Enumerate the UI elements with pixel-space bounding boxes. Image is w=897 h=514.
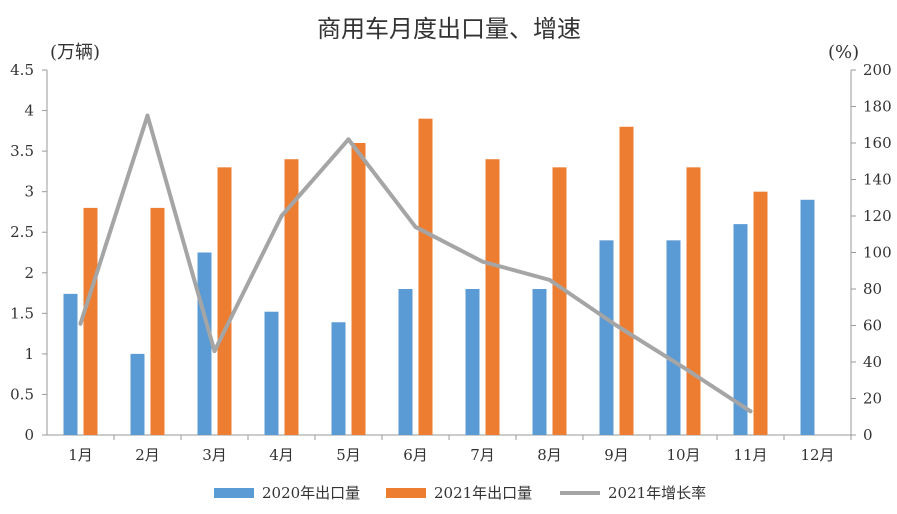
axes: [42, 69, 856, 440]
y-left-tick-label: 3.5: [10, 142, 34, 160]
y-right-tick-label: 0: [863, 426, 873, 444]
bar-series2: [284, 159, 299, 435]
bar-series2: [418, 118, 433, 436]
y-left-tick-label: 0.5: [10, 385, 34, 403]
bar-series1: [331, 322, 346, 435]
y-left-tick-label: 1.5: [10, 304, 34, 322]
legend-swatch: [386, 488, 426, 498]
growth-rate-point: [614, 323, 619, 328]
legend-swatch: [214, 488, 254, 498]
growth-rate-point: [547, 277, 552, 282]
x-tick-label: 4月: [269, 446, 294, 464]
bar-series1: [733, 224, 748, 435]
bar-series1: [197, 252, 212, 435]
bars-layer: [63, 118, 815, 436]
y-left-tick-label: 4: [24, 102, 34, 120]
growth-rate-line: [78, 113, 753, 414]
bar-series2: [485, 159, 500, 435]
bar-series1: [465, 289, 480, 435]
legend-label: 2021年出口量: [434, 484, 532, 502]
legend: 2020年出口量 2021年出口量 2021年增长率: [214, 484, 706, 502]
bar-series1: [264, 311, 279, 435]
bar-series1: [63, 293, 78, 435]
y-right-tick-label: 100: [863, 244, 892, 262]
y-left-tick-labels: 0 0.5 1 1.5 2 2.5 3 3.5 4 4.5: [10, 61, 34, 444]
growth-rate-point: [413, 224, 418, 229]
x-tick-label: 5月: [336, 446, 361, 464]
y-right-tick-label: 40: [863, 353, 882, 371]
y-left-tick-label: 3: [24, 183, 34, 201]
growth-rate-point: [346, 137, 351, 142]
bar-series2: [552, 167, 567, 436]
y-right-tick-labels: 0 20 40 60 80 100 120 140 160 180 200: [863, 61, 892, 444]
y-left-tick-label: 4.5: [10, 61, 34, 79]
y-right-tick-label: 140: [863, 171, 892, 189]
bar-series1: [599, 240, 614, 435]
y-right-tick-label: 120: [863, 207, 892, 225]
y-right-tick-label: 60: [863, 317, 882, 335]
growth-rate-point: [480, 259, 485, 264]
bar-series2: [83, 207, 98, 435]
x-tick-label: 10月: [666, 446, 700, 464]
bar-series1: [130, 353, 145, 435]
legend-label: 2021年增长率: [608, 484, 706, 502]
bar-series2: [150, 207, 165, 435]
bar-series1: [532, 289, 547, 435]
growth-rate-point: [681, 365, 686, 370]
growth-rate-point: [748, 409, 753, 414]
left-axis-unit: (万辆): [50, 42, 100, 63]
y-left-tick-label: 0: [24, 426, 34, 444]
bar-series2: [619, 126, 634, 436]
x-tick-label: 12月: [800, 446, 834, 464]
x-tick-label: 2月: [135, 446, 160, 464]
growth-rate-point: [279, 214, 284, 218]
y-left-tick-label: 2.5: [10, 223, 34, 241]
x-tick-label: 6月: [403, 446, 428, 464]
x-tick-label: 1月: [68, 446, 93, 464]
y-right-tick-label: 160: [863, 134, 892, 152]
y-right-tick-label: 20: [863, 390, 882, 408]
chart-title: 商用车月度出口量、增速: [317, 15, 581, 43]
right-axis-unit: (%): [828, 42, 859, 63]
bar-series1: [398, 289, 413, 435]
x-tick-label: 11月: [733, 446, 767, 464]
bar-series2: [753, 191, 768, 435]
bar-series2: [686, 167, 701, 436]
x-tick-labels: 1月 2月 3月 4月 5月 6月 7月 8月 9月 10月 11月 12月: [68, 446, 834, 464]
y-right-tick-label: 80: [863, 280, 882, 298]
bar-series1: [800, 199, 815, 435]
y-left-tick-label: 1: [24, 345, 34, 363]
bar-series2: [217, 167, 232, 436]
bar-series2: [351, 143, 366, 435]
legend-label: 2020年出口量: [262, 484, 360, 502]
y-right-tick-label: 180: [863, 98, 892, 116]
line-layer: [78, 113, 753, 414]
x-tick-label: 8月: [537, 446, 562, 464]
growth-rate-point: [212, 349, 217, 354]
x-tick-label: 7月: [470, 446, 495, 464]
growth-rate-point: [78, 321, 83, 326]
bar-series1: [666, 240, 681, 435]
y-left-tick-label: 2: [24, 264, 34, 282]
x-tick-label: 9月: [604, 446, 629, 464]
x-tick-label: 3月: [202, 446, 227, 464]
y-right-tick-label: 200: [863, 61, 892, 79]
growth-rate-point: [145, 113, 150, 118]
